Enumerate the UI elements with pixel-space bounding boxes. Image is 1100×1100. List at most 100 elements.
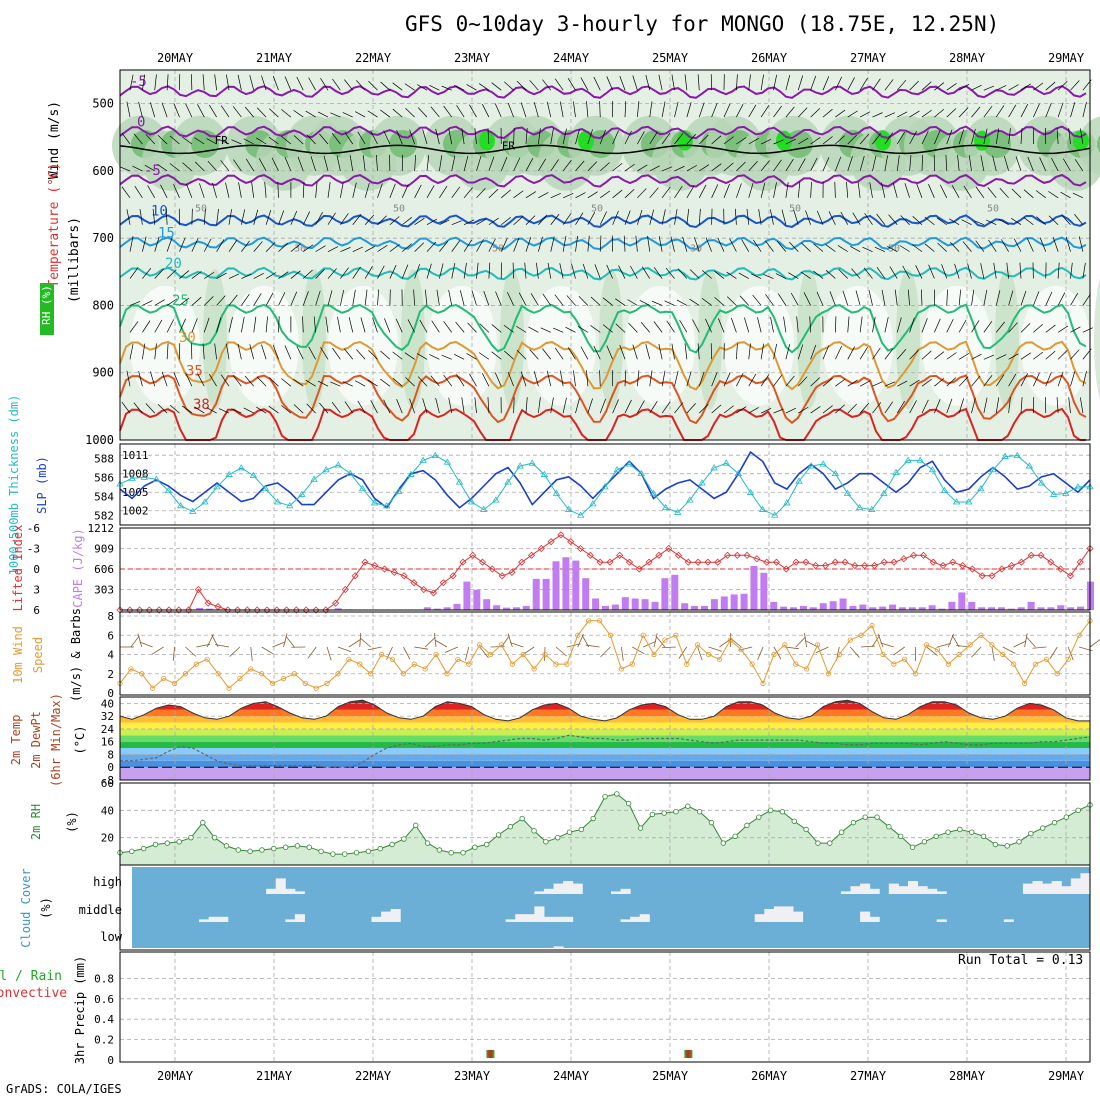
wind-barb — [278, 316, 280, 333]
surface-wind-barb — [971, 646, 982, 658]
wind-barb — [448, 128, 453, 145]
wind-barb — [829, 291, 836, 306]
axis-label-rh: RH (%) — [40, 285, 53, 325]
thickness-marker — [1049, 490, 1058, 497]
lifted-index-marker — [459, 558, 467, 566]
cape-bar — [908, 607, 916, 610]
wind-barb — [671, 343, 675, 360]
wind-barb — [711, 135, 722, 145]
wind-barb — [840, 211, 849, 225]
rh-saturated — [776, 130, 792, 151]
wind-barb — [975, 186, 985, 199]
wind-barb — [859, 133, 870, 145]
wind-speed-marker — [280, 675, 287, 682]
wind-barb — [453, 84, 465, 91]
cape-bar — [552, 561, 560, 610]
wind-barb — [896, 349, 907, 360]
wind-speed-marker — [564, 661, 570, 667]
rh-contour-label: 50 — [195, 203, 207, 214]
axis-label-slp: SLP (mb) — [35, 456, 49, 514]
wind-barb — [364, 245, 376, 252]
wind-barb — [533, 371, 539, 387]
wind-barb — [770, 316, 774, 333]
wind-speed-marker — [487, 651, 494, 658]
wind-speed-marker — [128, 666, 134, 672]
wind-barb — [971, 397, 976, 414]
wind-barb — [949, 218, 960, 226]
thickness-line — [119, 455, 1090, 516]
wind-barb — [790, 292, 799, 306]
temperature-band — [120, 716, 1090, 723]
wind-barb — [469, 104, 477, 118]
axis-label-temp-units: (°C) — [73, 726, 87, 755]
wind-barb — [698, 208, 701, 225]
wind-barb — [859, 155, 865, 172]
wind-barb — [884, 348, 894, 360]
lifted-index-marker — [361, 558, 369, 566]
lifted-index-marker — [792, 558, 800, 566]
wind-barb — [736, 183, 742, 198]
wind-barb — [208, 104, 217, 118]
wind-barb — [577, 325, 589, 333]
wind-barb — [476, 262, 479, 279]
wind-barb — [810, 377, 821, 387]
thickness-marker — [916, 456, 924, 463]
thickness-marker — [480, 505, 488, 512]
wind-barb — [628, 322, 638, 333]
thickness-marker — [164, 486, 173, 494]
wind-barb — [619, 344, 626, 360]
wind-barb — [748, 407, 759, 414]
wind-barb — [602, 324, 613, 333]
wind-barb — [640, 321, 651, 333]
thickness-marker — [613, 466, 621, 473]
day-label-bottom: 29MAY — [1048, 1069, 1085, 1083]
wind-barb — [332, 347, 341, 360]
wind-barb — [121, 132, 131, 145]
wind-barb — [538, 158, 547, 172]
cape-bar — [691, 605, 699, 610]
rh-shade — [401, 269, 425, 410]
wind-barb — [405, 108, 415, 118]
wind-barb — [711, 372, 718, 387]
wind-barb — [1070, 371, 1076, 387]
cloud-cover-bar — [620, 888, 631, 894]
wind-barb — [344, 79, 354, 91]
wind-frame — [119, 611, 1091, 696]
rh-marker — [649, 811, 656, 818]
thickness-marker — [443, 458, 452, 465]
thickness-tick: 584 — [94, 490, 114, 503]
wind-barb — [987, 187, 997, 199]
precip-run-total: Run Total = 0.13 — [958, 953, 1084, 968]
wind-barb — [538, 397, 541, 414]
wind-barb — [249, 75, 255, 91]
wind-barb — [1052, 237, 1059, 252]
wind-barb — [645, 344, 651, 360]
wind-barb — [463, 262, 467, 279]
wind-barb — [627, 299, 638, 306]
surface-wind-barb — [600, 646, 611, 658]
wind-barb — [896, 400, 905, 414]
wind-barb — [760, 138, 772, 145]
cape-bar — [433, 608, 441, 610]
wind-barb — [225, 182, 230, 198]
rh-dry-area — [229, 285, 299, 406]
cloud-cover-bar — [553, 916, 564, 922]
wind-barb — [216, 295, 226, 306]
wind-barb — [967, 263, 972, 279]
wind-barb — [538, 236, 543, 252]
wind-barb — [645, 75, 651, 91]
wind-barb — [562, 193, 574, 199]
wind-barb — [220, 160, 230, 172]
cape-bar — [483, 599, 491, 610]
wind-barb — [748, 343, 751, 360]
wind-barb — [623, 235, 626, 252]
wind-barb — [1023, 217, 1034, 226]
wind-barb — [693, 237, 700, 252]
surface-wind-barb — [250, 646, 253, 661]
lifted-index-marker — [665, 544, 673, 553]
wind-barb — [1057, 292, 1066, 306]
wind-barb — [513, 397, 515, 414]
cloud-cover-bar — [620, 919, 631, 922]
thickness-marker — [1013, 451, 1021, 459]
cloud-cover-bar — [1061, 886, 1072, 894]
